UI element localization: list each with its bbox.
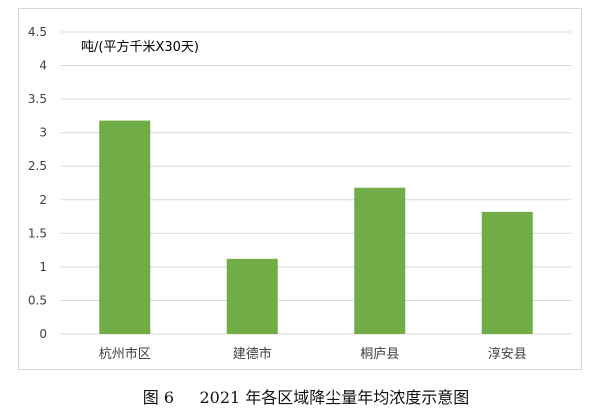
bar-chart: 0 0.5 1 1.5 2 2.5 3 3.5 4 4.5 杭州市区 建德市 桐庐县 淳安县 吨/(平方… — [28, 25, 571, 362]
y-axis-unit-label: 吨/(平方千米X30天) — [81, 39, 199, 55]
chart-area: 0 0.5 1 1.5 2 2.5 3 3.5 4 4.5 杭州市区 建德市 桐庐县 淳安县 吨/(平方… — [18, 8, 582, 370]
y-axis-tick-labels: 0 0.5 1 1.5 2 2.5 3 3.5 4 4.5 — [28, 25, 47, 341]
x-tick-label: 建德市 — [233, 346, 272, 362]
x-tick-label: 杭州市区 — [99, 346, 151, 362]
y-tick-label: 0 — [39, 327, 47, 341]
y-tick-label: 1 — [39, 260, 47, 274]
y-tick-label: 2.5 — [28, 159, 47, 173]
x-tick-label: 桐庐县 — [360, 347, 399, 362]
x-axis-tick-labels: 杭州市区 建德市 桐庐县 淳安县 — [99, 346, 527, 362]
bar-2 — [226, 258, 278, 334]
figure-caption-text: 2021 年各区域降尘量年均浓度示意图 — [199, 388, 470, 407]
bar-4 — [481, 211, 533, 334]
y-tick-label: 3 — [39, 126, 47, 140]
x-tick-label: 淳安县 — [488, 346, 527, 362]
y-tick-label: 0.5 — [28, 293, 47, 307]
y-tick-label: 4 — [39, 59, 47, 73]
y-tick-label: 1.5 — [28, 226, 47, 240]
bar-3 — [354, 187, 406, 334]
bar-1 — [99, 120, 151, 334]
y-tick-label: 3.5 — [28, 92, 47, 106]
figure-caption: 图 6 2021 年各区域降尘量年均浓度示意图 — [0, 384, 612, 408]
figure-number: 图 6 — [142, 388, 175, 407]
y-tick-label: 2 — [39, 193, 47, 207]
y-tick-label: 4.5 — [28, 25, 47, 39]
bars — [99, 120, 533, 334]
